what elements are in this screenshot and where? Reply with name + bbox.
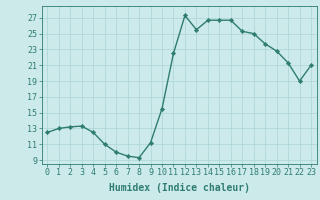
X-axis label: Humidex (Indice chaleur): Humidex (Indice chaleur) bbox=[109, 183, 250, 193]
